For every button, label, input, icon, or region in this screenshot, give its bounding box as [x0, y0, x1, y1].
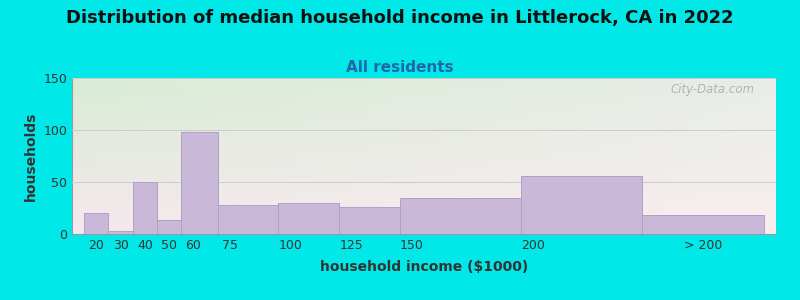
- Bar: [182, 132, 218, 234]
- Bar: [109, 231, 133, 234]
- Bar: [278, 203, 339, 234]
- Bar: [157, 220, 182, 234]
- Bar: [84, 213, 109, 234]
- Bar: [400, 198, 521, 234]
- Text: City-Data.com: City-Data.com: [670, 83, 755, 96]
- Bar: [521, 176, 642, 234]
- X-axis label: household income ($1000): household income ($1000): [320, 260, 528, 274]
- Bar: [133, 182, 157, 234]
- Bar: [218, 205, 278, 234]
- Text: All residents: All residents: [346, 60, 454, 75]
- Bar: [339, 207, 400, 234]
- Text: Distribution of median household income in Littlerock, CA in 2022: Distribution of median household income …: [66, 9, 734, 27]
- Y-axis label: households: households: [24, 111, 38, 201]
- Bar: [642, 215, 764, 234]
